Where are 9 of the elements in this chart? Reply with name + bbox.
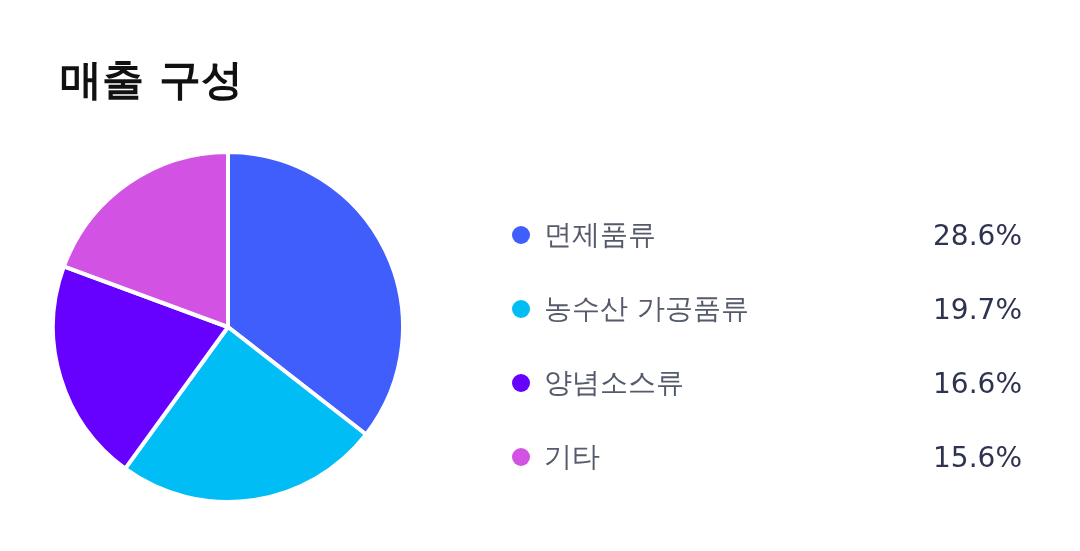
chart-title: 매출 구성 <box>60 54 243 106</box>
data-label: 15.6% <box>933 440 1022 474</box>
legend-label: 농수산 가공품류 <box>544 291 750 327</box>
data-label: 19.7% <box>933 292 1022 326</box>
legend-label: 면제품류 <box>544 217 657 253</box>
data-label: 28.6% <box>933 218 1022 252</box>
data-label: 16.6% <box>933 366 1022 400</box>
legend-label: 기타 <box>544 439 601 475</box>
legend-label: 양념소스류 <box>544 365 685 401</box>
